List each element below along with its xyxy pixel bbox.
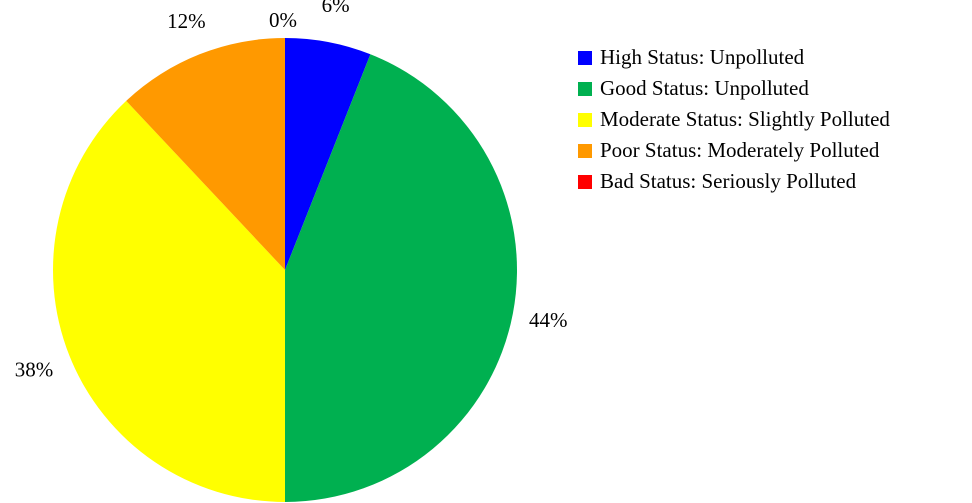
legend-label: High Status: Unpolluted [600, 45, 805, 69]
chart-legend: High Status: Unpolluted Good Status: Unpo… [578, 42, 890, 197]
legend-swatch [578, 50, 592, 65]
legend-label: Good Status: Unpolluted [600, 76, 809, 100]
legend-swatch [578, 112, 592, 127]
legend-label: Bad Status: Seriously Polluted [600, 169, 857, 193]
legend-item-poor-status-moderately-polluted: Poor Status: Moderately Polluted [578, 135, 890, 166]
data-label-bad-status-seriously-polluted: 0% [269, 8, 297, 32]
data-label-high-status-unpolluted: 6% [322, 0, 350, 17]
pie-slice-moderate-status-slightly-polluted [53, 100, 285, 503]
legend-swatch [578, 81, 592, 96]
pie-slices [53, 37, 518, 503]
legend-label: Poor Status: Moderately Polluted [600, 138, 880, 162]
pie-data-labels: 6% 44% 38% 12% 0% [15, 0, 568, 381]
legend-item-moderate-status-slightly-polluted: Moderate Status: Slightly Polluted [578, 104, 890, 135]
legend-item-bad-status-seriously-polluted: Bad Status: Seriously Polluted [578, 166, 890, 197]
legend-label: Moderate Status: Slightly Polluted [600, 107, 890, 131]
legend-item-high-status-unpolluted: High Status: Unpolluted [578, 42, 890, 73]
data-label-poor-status-moderately-polluted: 12% [167, 9, 206, 33]
pie-slice-good-status-unpolluted [285, 54, 518, 502]
data-label-moderate-status-slightly-polluted: 38% [15, 357, 54, 381]
legend-swatch [578, 174, 592, 189]
legend-item-good-status-unpolluted: Good Status: Unpolluted [578, 73, 890, 104]
data-label-good-status-unpolluted: 44% [529, 308, 568, 332]
legend-swatch [578, 143, 592, 158]
pie-slice-poor-status-moderately-polluted [126, 37, 285, 270]
pie-slice-high-status-unpolluted [285, 38, 371, 270]
